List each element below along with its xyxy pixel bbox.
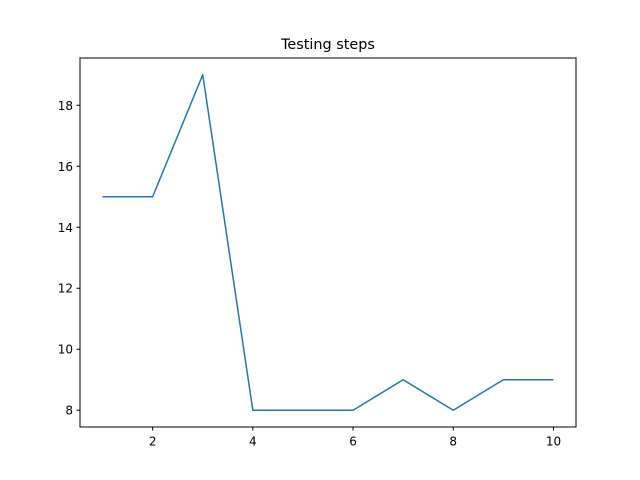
- y-tick-label: 10: [58, 343, 73, 357]
- y-tick-label: 18: [58, 99, 73, 113]
- y-tick-label: 14: [58, 221, 73, 235]
- x-tick-label: 4: [249, 435, 257, 449]
- plot-area-frame: [79, 57, 577, 428]
- x-tick-label: 10: [546, 435, 561, 449]
- y-tick-label: 8: [65, 404, 73, 418]
- x-tick-label: 8: [449, 435, 457, 449]
- x-tick-label: 6: [349, 435, 357, 449]
- y-tick-label: 12: [58, 282, 73, 296]
- axis-ticks: 2 4 6 8 10 8 10 12 14 16 18: [58, 99, 561, 449]
- y-tick-label: 16: [58, 160, 73, 174]
- series-line: [102, 74, 554, 411]
- series-group: [102, 74, 554, 411]
- x-tick-label: 2: [149, 435, 157, 449]
- chart-title: Testing steps: [280, 37, 375, 53]
